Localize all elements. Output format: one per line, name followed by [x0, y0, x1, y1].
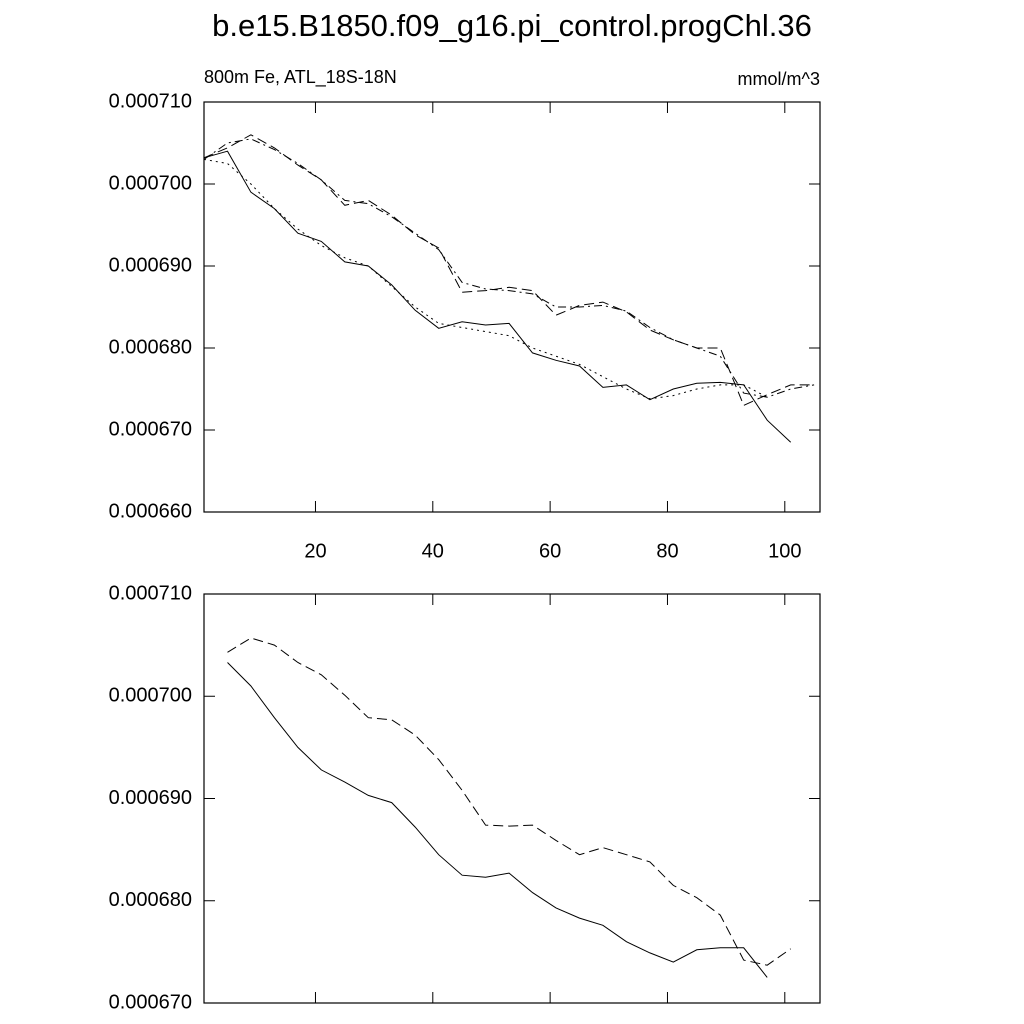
y-tick-label: 0.000710 — [109, 90, 192, 112]
units: mmol/m^3 — [738, 69, 820, 89]
x-tick-label: 20 — [304, 540, 326, 562]
subtitle: 800m Fe, ATL_18S-18N — [204, 67, 397, 88]
y-tick-label: 0.000700 — [109, 685, 192, 707]
data-line — [203, 158, 768, 400]
data-line — [203, 134, 815, 407]
data-line — [203, 150, 792, 443]
y-tick-label: 0.000700 — [109, 172, 192, 194]
data-line — [203, 138, 815, 398]
data-line — [227, 637, 791, 966]
x-tick-label: 60 — [539, 540, 561, 562]
y-tick-label: 0.000710 — [109, 582, 192, 604]
y-tick-label: 0.000690 — [109, 787, 192, 809]
plot-frame — [203, 593, 821, 1004]
x-tick-label: 80 — [656, 540, 678, 562]
data-line — [227, 662, 768, 978]
x-tick-label: 40 — [422, 540, 444, 562]
y-tick-label: 0.000690 — [109, 254, 192, 276]
y-tick-label: 0.000670 — [109, 991, 192, 1013]
y-tick-label: 0.000680 — [109, 336, 192, 358]
plot-frame — [203, 101, 821, 513]
x-tick-label: 100 — [768, 540, 801, 562]
y-tick-label: 0.000680 — [109, 889, 192, 911]
chart-title: b.e15.B1850.f09_g16.pi_control.progChl.3… — [212, 8, 812, 43]
y-tick-label: 0.000660 — [109, 500, 192, 522]
y-tick-label: 0.000670 — [109, 418, 192, 440]
